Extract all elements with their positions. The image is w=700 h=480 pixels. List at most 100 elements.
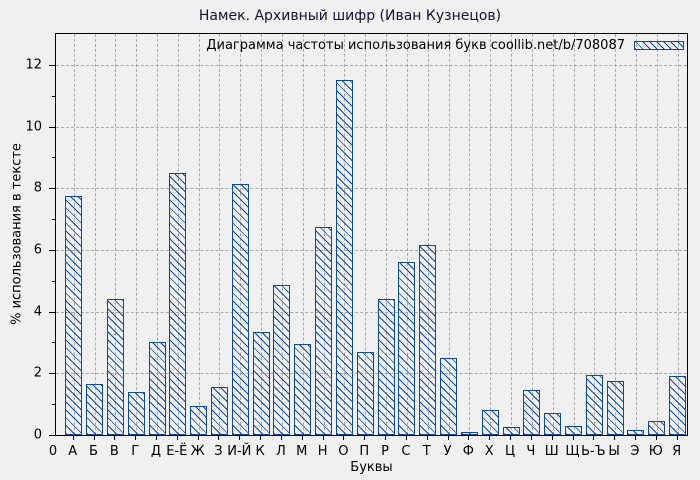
y-tick-mark: [49, 188, 55, 190]
x-tick-mark: [239, 436, 241, 440]
x-tick-mark: [634, 436, 636, 440]
y-tick-minor-mark: [52, 404, 55, 406]
bar-Я: [669, 376, 687, 435]
y-tick-label: 8: [33, 180, 42, 196]
x-tick-label: Ч: [526, 444, 536, 459]
x-tick-label: Т: [422, 444, 431, 459]
x-tick-mark: [551, 436, 553, 440]
y-tick-label: 6: [33, 242, 42, 258]
legend-swatch: [634, 41, 684, 50]
x-tick-label: Э: [630, 444, 640, 459]
legend-label: Диаграмма частоты использования букв coo…: [206, 38, 625, 53]
v-gridline: [677, 34, 679, 435]
h-gridline: [56, 249, 687, 251]
y-tick-label: 12: [25, 57, 42, 73]
x-tick-mark: [593, 436, 595, 440]
v-gridline: [615, 34, 617, 435]
v-gridline: [427, 34, 429, 435]
bar-А: [65, 195, 83, 435]
x-tick-mark: [655, 436, 657, 440]
bar-Т: [419, 245, 437, 435]
y-tick-mark: [49, 249, 55, 251]
x-tick-mark: [676, 436, 678, 440]
x-tick-mark: [405, 436, 407, 440]
x-tick-label: Ю: [648, 444, 663, 459]
x-tick-mark: [510, 436, 512, 440]
h-gridline: [56, 64, 687, 66]
x-tick-label: Ф: [462, 444, 474, 459]
x-tick-label: П: [359, 444, 370, 459]
x-tick-mark: [156, 436, 157, 440]
x-tick-label: В: [109, 444, 119, 459]
x-tick-label: О: [338, 444, 349, 459]
x-tick-label: Е-Ё: [166, 444, 188, 459]
bar-Ж: [190, 405, 208, 435]
x-tick-mark: [343, 436, 345, 440]
x-tick-label: Я: [672, 444, 682, 459]
bar-З: [210, 387, 228, 435]
x-tick-mark: [426, 436, 428, 440]
x-tick-label: Д: [150, 444, 162, 459]
bar-Д: [148, 342, 166, 435]
y-axis-ticks: 0 2 4 6 8 10 12: [0, 33, 55, 443]
x-tick-mark: [468, 436, 470, 440]
v-gridline: [94, 34, 96, 435]
x-tick-mark: [489, 436, 491, 440]
v-gridline: [594, 34, 596, 435]
bar-Е-Ё: [169, 172, 187, 435]
x-tick-label: Л: [276, 444, 286, 459]
bar-Ы: [606, 381, 624, 435]
bar-Щ: [565, 425, 582, 435]
v-gridline: [157, 34, 158, 435]
bar-П: [356, 351, 374, 435]
y-tick-minor-mark: [52, 342, 55, 344]
v-gridline: [281, 34, 283, 435]
bar-С: [398, 262, 416, 435]
y-tick-minor-mark: [52, 280, 55, 282]
x-tick-label: Г: [131, 444, 140, 459]
bar-Ч: [523, 390, 541, 435]
v-gridline: [448, 34, 450, 435]
y-tick-label: 0: [33, 427, 42, 443]
h-gridline: [56, 188, 687, 190]
x-tick-label: К: [255, 444, 265, 459]
v-gridline: [302, 34, 304, 435]
bar-У: [440, 357, 458, 435]
x-tick-label: А: [68, 444, 78, 459]
h-gridline: [56, 126, 687, 128]
plot-area: Диаграмма частоты использования букв coo…: [55, 33, 688, 436]
x-tick-label: Ц: [504, 444, 516, 459]
x-tick-label: Н: [317, 444, 328, 459]
x-tick-label: З: [214, 444, 223, 459]
bar-Э: [627, 430, 645, 435]
v-gridline: [406, 34, 408, 435]
y-tick-mark: [49, 373, 55, 375]
y-tick-minor-mark: [52, 157, 55, 159]
bar-И-Й: [231, 183, 249, 435]
v-gridline: [115, 34, 117, 435]
x-axis-title: Буквы: [350, 460, 393, 475]
bar-В: [106, 299, 124, 435]
v-gridline: [490, 34, 492, 435]
v-gridline: [635, 34, 637, 435]
x-tick-label: И-Й: [227, 444, 252, 459]
x-tick-label: Ш: [544, 444, 559, 459]
x-tick-label: Ж: [190, 444, 205, 459]
x-tick-mark: [614, 436, 616, 440]
bar-Ь-Ъ: [585, 374, 603, 435]
bar-Ю: [648, 421, 666, 435]
x-tick-mark: [93, 436, 95, 440]
x-tick-mark: [447, 436, 449, 440]
v-gridline: [365, 34, 367, 435]
y-tick-mark: [49, 435, 55, 436]
x-tick-mark: [135, 436, 137, 440]
v-gridline: [531, 34, 533, 435]
bar-О: [335, 80, 353, 435]
bar-Х: [481, 410, 499, 435]
x-tick-mark: [322, 436, 324, 440]
y-tick-label: 2: [33, 365, 42, 381]
x-tick-label: М: [296, 444, 308, 459]
x-tick-mark: [218, 436, 220, 440]
x-tick-mark: [114, 436, 116, 440]
